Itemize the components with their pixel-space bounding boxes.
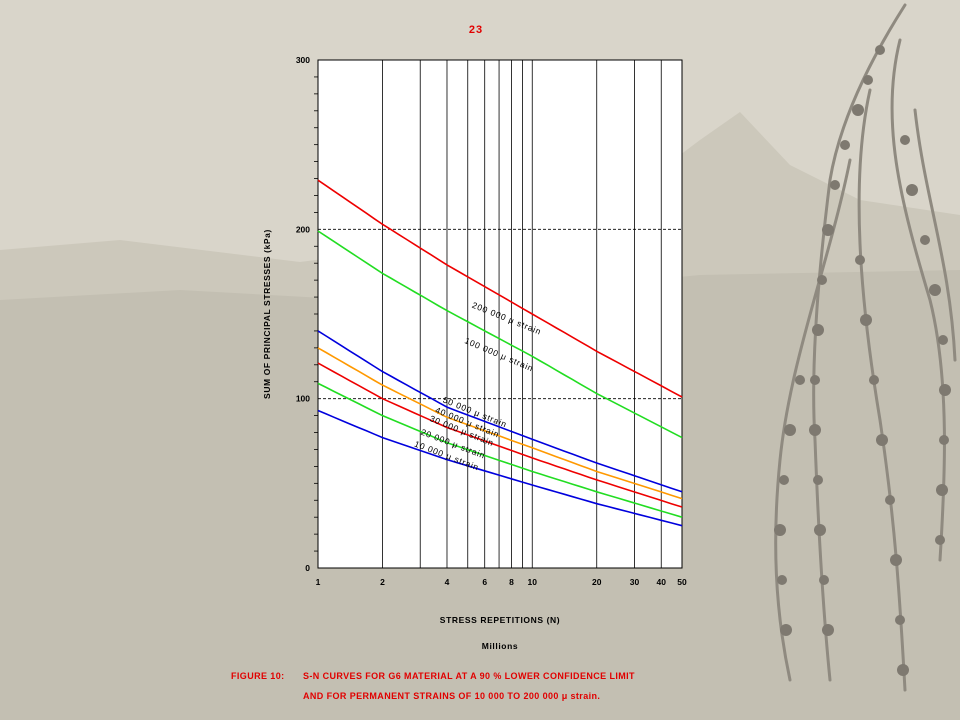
branch-buds	[774, 45, 951, 676]
x-tick-20: 20	[592, 577, 602, 587]
x-tick-30: 30	[630, 577, 640, 587]
x-tick-8: 8	[509, 577, 514, 587]
page-number: 23	[468, 24, 484, 36]
figure-label: FIGURE 10:	[231, 671, 285, 681]
curve-series-4	[317, 362, 683, 508]
x-tick-2: 2	[380, 577, 385, 587]
x-axis-label: STRESS REPETITIONS (N)	[440, 615, 560, 625]
x-tick-4: 4	[445, 577, 450, 587]
x-tick-10: 10	[528, 577, 538, 587]
curve-series-2	[317, 330, 683, 493]
plot-area	[317, 59, 683, 569]
curve-series-0	[317, 179, 683, 398]
x-tick-40: 40	[657, 577, 667, 587]
curves	[317, 179, 683, 527]
curve-series-5	[317, 382, 683, 518]
x-tick-6: 6	[482, 577, 487, 587]
y-tick-100: 100	[296, 394, 310, 404]
caption-line-2: AND FOR PERMANENT STRAINS OF 10 000 TO 2…	[303, 691, 601, 701]
y-tick-0: 0	[305, 563, 310, 573]
y-tick-labels: 0 100 200 300	[296, 55, 310, 573]
x-tick-1: 1	[316, 577, 321, 587]
y-minor-ticks	[314, 76, 318, 552]
y-axis-label: SUM OF PRINCIPAL STRESSES (kPa)	[262, 229, 272, 399]
x-tick-50: 50	[677, 577, 687, 587]
y-tick-200: 200	[296, 224, 310, 234]
curve-series-1	[317, 230, 683, 439]
caption-line-1: S-N CURVES FOR G6 MATERIAL AT A 90 % LOW…	[303, 671, 635, 681]
curve-series-3	[317, 347, 683, 500]
y-tick-300: 300	[296, 55, 310, 65]
x-axis-unit: Millions	[482, 641, 518, 651]
x-tick-labels: 1 2 4 6 8 10 20 30 40 50	[316, 577, 687, 587]
curve-series-6	[317, 409, 683, 527]
